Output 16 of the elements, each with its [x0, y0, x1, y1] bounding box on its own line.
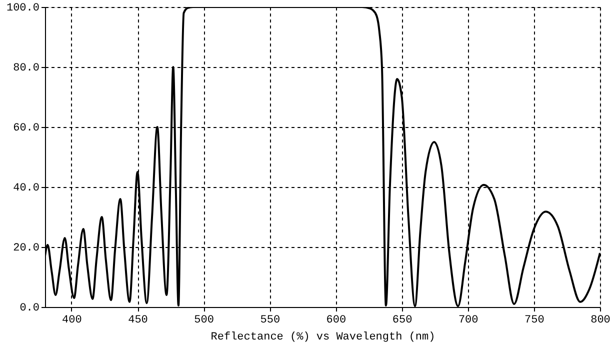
x-tick-label: 600: [326, 314, 346, 326]
x-tick-label: 750: [524, 314, 544, 326]
y-tick-label: 0.0: [20, 302, 40, 314]
y-tick-label: 60.0: [13, 122, 40, 134]
x-tick-label: 500: [194, 314, 214, 326]
x-tick-label: 650: [392, 314, 412, 326]
x-axis-title: Reflectance (%) vs Wavelength (nm): [210, 332, 436, 344]
x-tick-label: 550: [260, 314, 280, 326]
y-tick-label: 100.0: [6, 2, 40, 14]
y-tick-label: 20.0: [13, 242, 40, 254]
x-tick-label: 400: [62, 314, 82, 326]
x-tick-label: 700: [458, 314, 478, 326]
x-tick-label: 800: [590, 314, 610, 326]
y-tick-label: 40.0: [13, 182, 40, 194]
x-tick-label: 450: [128, 314, 148, 326]
y-tick-label: 80.0: [13, 62, 40, 74]
